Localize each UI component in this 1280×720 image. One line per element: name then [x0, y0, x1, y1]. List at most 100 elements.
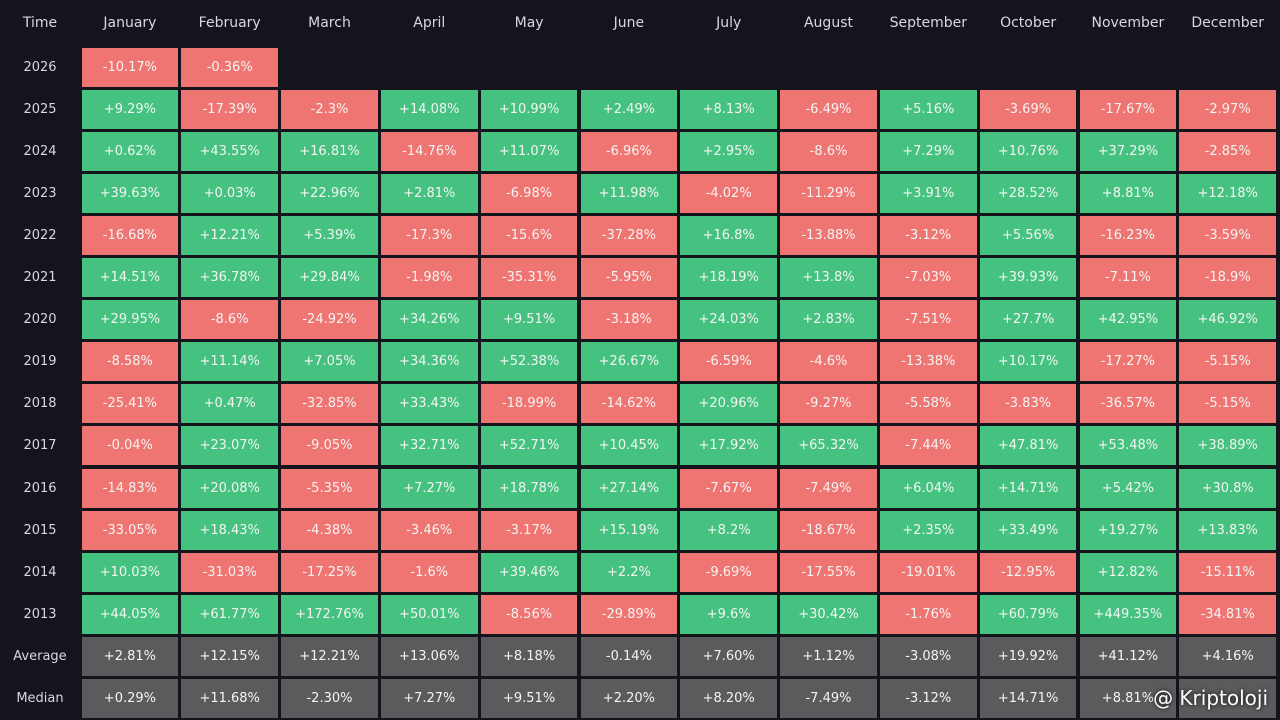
return-cell: +65.32%: [780, 426, 877, 466]
return-cell: +2.95%: [680, 131, 778, 171]
return-cell: -17.27%: [1079, 342, 1177, 382]
return-cell: -15.6%: [480, 215, 578, 255]
month-header: November: [1091, 15, 1165, 31]
return-cell: -7.49%: [780, 468, 877, 508]
return-cell: +13.8%: [780, 258, 877, 298]
return-cell: -7.51%: [879, 300, 977, 340]
return-cell: +14.51%: [81, 258, 179, 298]
month-header: April: [413, 15, 446, 31]
return-cell: +29.84%: [281, 258, 378, 298]
return-cell: +39.46%: [480, 552, 578, 592]
return-cell: +14.71%: [979, 468, 1077, 508]
return-cell: +5.16%: [879, 89, 977, 129]
return-cell: +2.81%: [380, 173, 478, 213]
return-cell: +11.07%: [480, 131, 578, 171]
return-cell: -8.56%: [480, 594, 578, 634]
return-cell: +44.05%: [81, 594, 179, 634]
return-cell: +12.82%: [1079, 552, 1177, 592]
return-cell: -12.95%: [979, 552, 1077, 592]
row-label: 2013: [23, 606, 57, 622]
return-cell: -7.03%: [879, 258, 977, 298]
return-cell: +34.36%: [380, 342, 478, 382]
return-cell: -0.36%: [181, 47, 279, 87]
return-cell: -5.58%: [879, 384, 977, 424]
return-cell: -11.29%: [780, 173, 877, 213]
return-cell: -1.76%: [879, 594, 977, 634]
return-cell: +18.78%: [480, 468, 578, 508]
return-cell: +30.8%: [1179, 468, 1277, 508]
return-cell: +28.52%: [979, 173, 1077, 213]
return-cell: -17.3%: [380, 215, 478, 255]
return-cell: -17.67%: [1079, 89, 1177, 129]
return-cell: -14.83%: [81, 468, 179, 508]
return-cell: -5.95%: [580, 258, 678, 298]
return-cell: +11.14%: [181, 342, 279, 382]
return-cell: +36.78%: [181, 258, 279, 298]
return-cell: -17.39%: [181, 89, 279, 129]
return-cell: +7.27%: [380, 468, 478, 508]
summary-cell: -2.30%: [281, 679, 378, 719]
row-label: 2016: [23, 480, 57, 496]
summary-cell: +9.51%: [480, 679, 578, 719]
row-label: 2018: [23, 396, 57, 412]
return-cell: +18.19%: [680, 258, 778, 298]
summary-cell: +7.60%: [680, 636, 778, 676]
return-cell: +14.08%: [380, 89, 478, 129]
header-corner: Time: [22, 15, 58, 31]
return-cell: +39.63%: [81, 173, 179, 213]
return-cell: +5.39%: [281, 215, 378, 255]
return-cell: +0.47%: [181, 384, 279, 424]
row-label: 2020: [23, 312, 57, 328]
return-cell: +10.76%: [979, 131, 1077, 171]
return-cell: +0.03%: [181, 173, 279, 213]
return-cell: -32.85%: [281, 384, 378, 424]
return-cell: +23.07%: [181, 426, 279, 466]
return-cell: +17.92%: [680, 426, 778, 466]
return-cell: +13.83%: [1179, 510, 1277, 550]
return-cell: +10.03%: [81, 552, 179, 592]
return-cell: +50.01%: [380, 594, 478, 634]
return-cell: +10.45%: [580, 426, 678, 466]
month-header: December: [1191, 15, 1264, 31]
return-cell: -4.02%: [680, 173, 778, 213]
return-cell: -1.6%: [380, 552, 478, 592]
summary-cell: +0.29%: [81, 679, 179, 719]
return-cell: -3.17%: [480, 510, 578, 550]
return-cell: +7.29%: [879, 131, 977, 171]
return-cell: -6.59%: [680, 342, 778, 382]
return-cell: -24.92%: [281, 300, 378, 340]
return-cell: +10.17%: [979, 342, 1077, 382]
return-cell: -25.41%: [81, 384, 179, 424]
return-cell: -9.69%: [680, 552, 778, 592]
month-header: May: [514, 15, 544, 31]
summary-cell: -0.14%: [580, 636, 678, 676]
return-cell: -6.49%: [780, 89, 877, 129]
return-cell: +10.99%: [480, 89, 578, 129]
return-cell: +9.29%: [81, 89, 179, 129]
row-label: 2019: [23, 354, 57, 370]
return-cell: +15.19%: [580, 510, 678, 550]
return-cell: +29.95%: [81, 300, 179, 340]
return-cell: +11.98%: [580, 173, 678, 213]
return-cell: +3.91%: [879, 173, 977, 213]
return-cell: +27.7%: [979, 300, 1077, 340]
return-cell: +20.96%: [680, 384, 778, 424]
return-cell: -5.15%: [1179, 342, 1277, 382]
summary-cell: +12.21%: [281, 636, 378, 676]
month-header: January: [103, 15, 157, 31]
return-cell: +38.89%: [1179, 426, 1277, 466]
return-cell: +20.08%: [181, 468, 279, 508]
return-cell: +46.92%: [1179, 300, 1277, 340]
return-cell: +42.95%: [1079, 300, 1177, 340]
row-label: 2024: [23, 143, 57, 159]
return-cell: +5.56%: [979, 215, 1077, 255]
return-cell: -7.67%: [680, 468, 778, 508]
return-cell: -4.38%: [281, 510, 378, 550]
return-cell: -3.83%: [979, 384, 1077, 424]
return-cell: -17.25%: [281, 552, 378, 592]
summary-cell: +19.92%: [979, 636, 1077, 676]
return-cell: +30.42%: [780, 594, 877, 634]
return-cell: +172.76%: [281, 594, 378, 634]
return-cell: +2.2%: [580, 552, 678, 592]
return-cell: +34.26%: [380, 300, 478, 340]
